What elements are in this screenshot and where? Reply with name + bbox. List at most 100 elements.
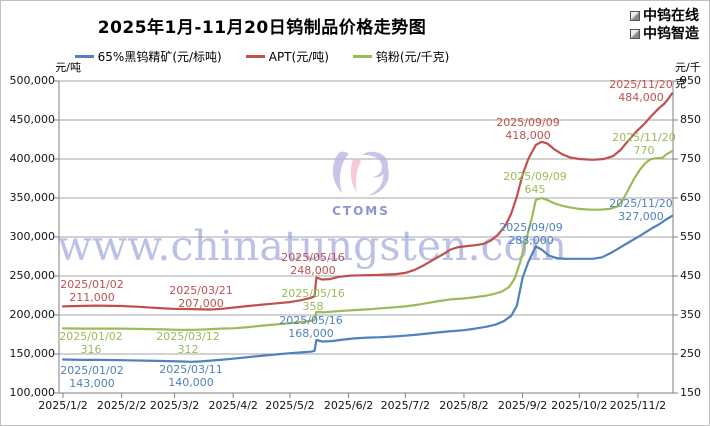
left-axis-tick-label: 300,000: [9, 230, 56, 243]
annotation-date: 2025/03/21: [169, 284, 233, 297]
left-axis-unit: 元/吨: [55, 61, 81, 74]
annotation-date: 2025/05/16: [279, 314, 343, 327]
data-point-annotation: 2025/05/16 358: [281, 287, 344, 313]
right-axis-tick-label: 450: [680, 269, 701, 282]
left-axis-tick-label: 150,000: [9, 347, 56, 360]
chart-title: 2025年1月-11月20日钨制品价格走势图: [97, 18, 427, 38]
data-point-annotation: 2025/01/02 143,000: [60, 364, 123, 390]
brand-logo-icon: [630, 11, 640, 21]
series-line-apt: [61, 92, 674, 311]
x-axis-tick-label: 2025/8/2: [439, 399, 489, 412]
annotation-value: 418,000: [505, 129, 551, 142]
x-axis-tick-label: 2025/11/2: [609, 399, 667, 412]
annotation-date: 2025/05/16: [281, 287, 345, 300]
brand-line-2: 中钨智造: [643, 26, 699, 42]
left-axis-tick-label: 250,000: [9, 269, 56, 282]
data-point-annotation: 2025/09/09 288,000: [499, 221, 562, 247]
legend-line-swatch-green: [352, 55, 372, 58]
legend-item-powder: 钨粉(元/千克): [352, 48, 450, 65]
annotation-value: 770: [633, 144, 655, 157]
annotation-date: 2025/09/09: [499, 221, 563, 234]
annotation-value: 168,000: [288, 327, 334, 340]
annotation-date: 2025/09/09: [496, 116, 560, 129]
annotation-value: 327,000: [618, 210, 664, 223]
annotation-date: 2025/01/02: [60, 278, 124, 291]
left-axis-tick-label: 450,000: [9, 113, 56, 126]
annotation-date: 2025/09/09: [503, 170, 567, 183]
brand-row-chinatungsten-online: 中钨在线: [630, 7, 699, 25]
annotation-value: 140,000: [168, 376, 214, 389]
right-axis-tick-label: 550: [680, 230, 701, 243]
annotation-value: 484,000: [618, 91, 664, 104]
annotation-date: 2025/11/20: [609, 78, 673, 91]
legend-line-swatch-red: [245, 55, 265, 58]
right-axis-tick-label: 350: [680, 308, 701, 321]
annotation-value: 312: [177, 343, 199, 356]
right-axis-unit: 元/千克: [675, 61, 701, 90]
x-axis-tick-label: 2025/9/2: [497, 399, 548, 412]
annotation-date: 2025/05/16: [281, 251, 345, 264]
x-axis-tick-label: 2025/4/2: [208, 399, 258, 412]
data-point-annotation: 2025/05/16 248,000: [281, 251, 344, 277]
annotation-value: 358: [302, 300, 324, 313]
left-axis-tick-label: 500,000: [9, 74, 56, 87]
legend-label-apt: APT(元/吨): [268, 50, 329, 64]
watermark-logo-text: CTOMS: [332, 204, 390, 218]
left-axis-tick-label: 400,000: [9, 152, 56, 165]
data-point-annotation: 2025/09/09 645: [503, 170, 566, 196]
data-point-annotation: 2025/03/21 207,000: [169, 284, 232, 310]
ctoms-logo-icon: [321, 151, 401, 207]
watermark-url-text: www.chinatungsten.com: [57, 222, 568, 270]
annotation-date: 2025/03/11: [159, 363, 223, 376]
data-point-annotation: 2025/09/09 418,000: [496, 116, 559, 142]
legend-line-swatch-blue: [74, 55, 94, 58]
annotation-date: 2025/01/02: [60, 364, 124, 377]
legend-item-apt: APT(元/吨): [245, 48, 329, 65]
brand-line-1: 中钨在线: [643, 8, 699, 24]
brand-block: 中钨在线 中钨智造: [630, 7, 699, 43]
left-axis-tick-label: 100,000: [9, 386, 56, 399]
series-line-concentrate: [61, 214, 674, 363]
x-axis-tick-label: 2025/6/2: [323, 399, 374, 412]
data-point-annotation: 2025/05/16 168,000: [279, 314, 342, 340]
annotation-value: 143,000: [69, 377, 115, 390]
data-point-annotation: 2025/01/02 211,000: [60, 278, 123, 304]
legend: 65%黑钨精矿(元/标吨) APT(元/吨) 钨粉(元/千克): [1, 48, 523, 65]
right-axis-tick-label: 850: [680, 113, 701, 126]
right-axis-tick-label: 650: [680, 191, 701, 204]
annotation-value: 316: [80, 343, 102, 356]
annotation-date: 2025/03/12: [156, 330, 220, 343]
right-axis-tick-label: 750: [680, 152, 701, 165]
x-axis-tick-label: 2025/7/2: [380, 399, 431, 412]
data-point-annotation: 2025/11/20 327,000: [609, 197, 672, 223]
x-axis-tick-label: 2025/2/2: [96, 399, 147, 412]
annotation-value: 645: [524, 183, 546, 196]
annotation-value: 288,000: [508, 234, 554, 247]
data-point-annotation: 2025/11/20 484,000: [609, 78, 672, 104]
data-point-annotation: 2025/03/11 140,000: [159, 363, 222, 389]
right-axis-tick-label: 250: [680, 347, 701, 360]
x-axis-tick-label: 2025/10/2: [551, 399, 608, 412]
series-line-powder: [61, 150, 674, 331]
legend-label-concentrate: 65%黑钨精矿(元/标吨): [97, 50, 222, 64]
x-axis-tick-label: 2025/3/2: [149, 399, 200, 412]
left-axis-tick-label: 350,000: [9, 191, 56, 204]
annotation-value: 248,000: [290, 264, 336, 277]
brand-logo-icon: [630, 29, 640, 39]
annotation-date: 2025/11/20: [609, 197, 673, 210]
left-axis-tick-label: 200,000: [9, 308, 56, 321]
brand-row-chinatungsten-manufacture: 中钨智造: [630, 25, 699, 43]
annotation-value: 207,000: [178, 297, 224, 310]
right-axis-tick-label: 950: [680, 74, 701, 87]
annotation-date: 2025/11/20: [612, 131, 676, 144]
data-point-annotation: 2025/03/12 312: [156, 330, 219, 356]
legend-label-powder: 钨粉(元/千克): [375, 50, 450, 64]
x-axis-tick-label: 2025/1/2: [38, 399, 88, 412]
data-point-annotation: 2025/11/20 770: [612, 131, 675, 157]
annotation-date: 2025/01/02: [59, 330, 123, 343]
x-axis-tick-label: 2025/5/2: [265, 399, 315, 412]
annotation-value: 211,000: [69, 291, 115, 304]
right-axis-tick-label: 150: [680, 386, 701, 399]
